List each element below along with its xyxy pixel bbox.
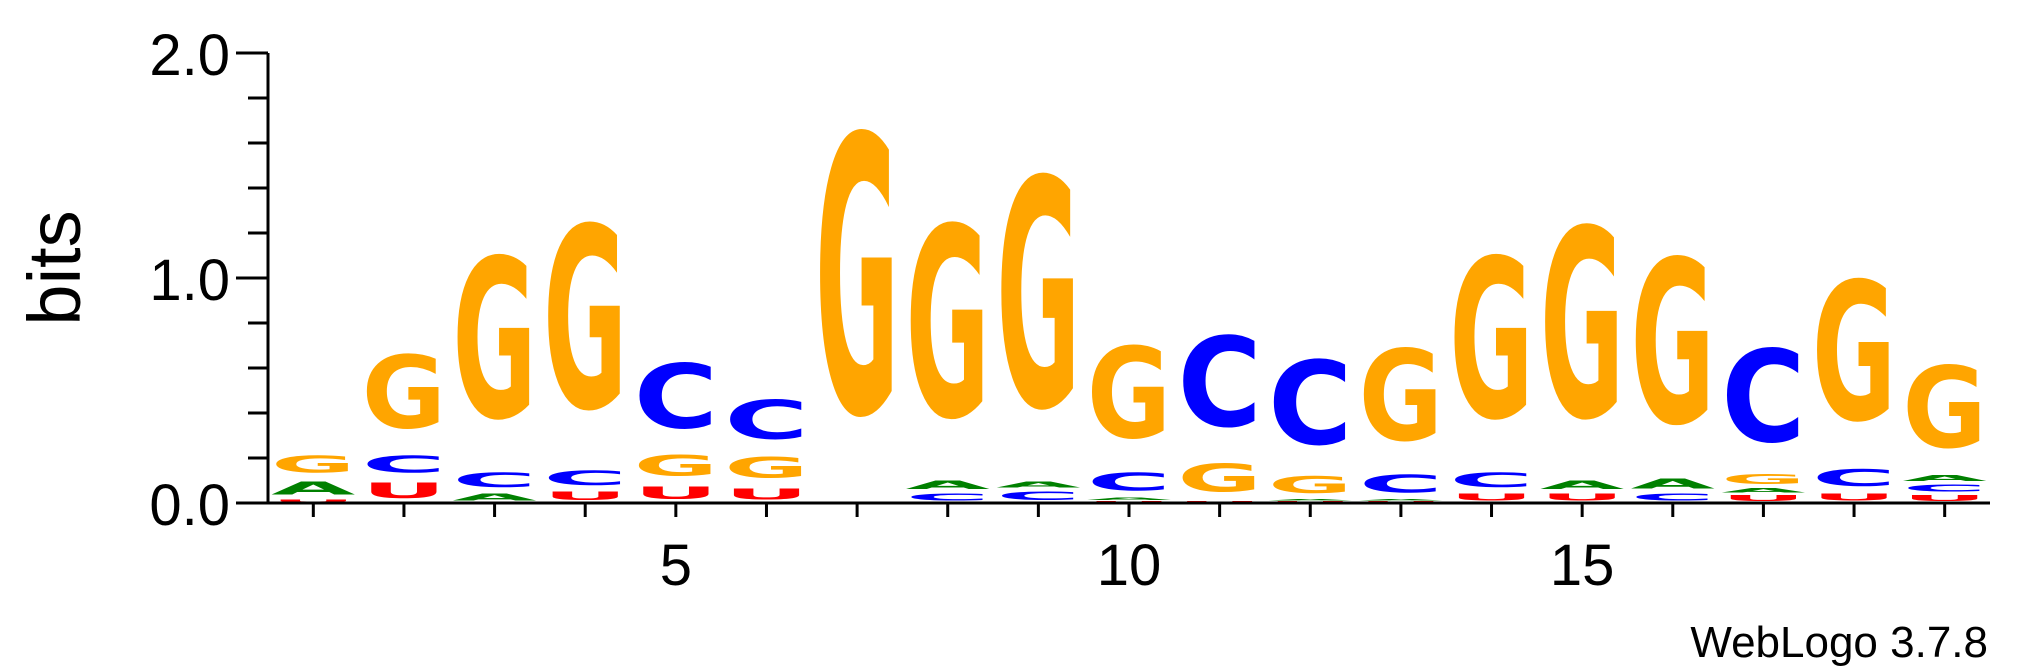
x-tick-label: 10 (1097, 533, 1162, 598)
logo-letter-U: U (1721, 494, 1805, 503)
logo-letter-U: U (271, 499, 355, 503)
logo-letter-G: G (452, 214, 536, 469)
logo-letter-C: C (724, 389, 808, 451)
logo-letter-G: G (1177, 456, 1261, 501)
logo-letter-C: C (996, 490, 1080, 503)
logo-letter-U: U (1903, 494, 1987, 503)
logo-column-16: CAG (1631, 215, 1715, 503)
weblogo-credit: WebLogo 3.7.8 (1690, 618, 1988, 667)
logo-letter-A: A (906, 478, 990, 491)
logo-column-10: UACG (1087, 321, 1172, 503)
logo-letter-A: A (996, 481, 1081, 490)
logo-column-9: CAG (996, 116, 1081, 503)
logo-letter-C: C (362, 451, 446, 478)
logo-letter-A: A (1268, 499, 1353, 501)
logo-letter-G: G (996, 116, 1080, 480)
logo-letter-C: C (1449, 470, 1533, 492)
logo-letter-G: G (1812, 244, 1896, 466)
logo-letter-U: U (543, 490, 627, 503)
logo-letter-C: C (634, 347, 718, 450)
logo-letter-C: C (1631, 492, 1715, 503)
logo-column-2: UCG (362, 334, 446, 503)
logo-letter-G: G (271, 451, 355, 478)
logo-letter-A: A (271, 479, 355, 499)
logo-column-4: UCG (543, 177, 627, 503)
logo-column-11: UGC (1177, 314, 1261, 504)
logo-letter-C: C (1721, 324, 1805, 472)
logo-letter-G: G (1449, 214, 1533, 469)
logo-letter-A: A (1631, 476, 1715, 492)
logo-column-15: UAG (1540, 175, 1624, 503)
y-tick-label: 2.0 (149, 23, 230, 88)
logo-column-6: UGC (724, 389, 808, 503)
logo-column-7: G (815, 58, 899, 502)
logo-letter-G: G (1903, 345, 1987, 474)
logo-column-5: UGC (634, 347, 718, 503)
x-tick-label: 15 (1550, 533, 1615, 598)
logo-letter-C: C (543, 467, 627, 489)
logo-column-14: UCG (1449, 214, 1533, 503)
logo-letter-A: A (1903, 474, 1988, 483)
logo-column-3: ACG (452, 214, 537, 503)
logo-column-8: CAG (906, 173, 990, 503)
logo-letter-C: C (1903, 483, 1987, 494)
logo-letter-U: U (724, 485, 808, 503)
y-tick-label: 1.0 (149, 248, 230, 313)
x-tick-label: 5 (660, 533, 692, 598)
logo-letter-G: G (815, 58, 899, 502)
logo-column-13: UACG (1359, 323, 1444, 503)
y-axis-ticks: 0.0 1.0 2.0 (149, 23, 268, 538)
logo-letter-G: G (634, 449, 718, 483)
logo-letter-G: G (362, 334, 446, 450)
y-tick-label: 0.0 (149, 473, 230, 538)
logo-letter-U: U (1449, 492, 1533, 503)
logo-letter-G: G (1359, 323, 1443, 468)
logo-letter-G: G (1631, 215, 1715, 476)
logo-letter-U: U (362, 478, 446, 503)
logo-letter-C: C (1812, 465, 1896, 492)
logo-letter-C: C (906, 492, 990, 503)
logo-letter-A: A (1359, 499, 1444, 501)
logo-column-18: UCG (1812, 244, 1896, 503)
logo-letter-G: G (1087, 321, 1171, 466)
logo-stacks: UAGUCGACGUCGUGCUGCGCAGCAGUACGUGCUAGCUACG… (271, 58, 1987, 503)
logo-letter-G: G (1268, 472, 1352, 499)
logo-letter-A: A (1540, 478, 1624, 491)
logo-letter-C: C (1359, 469, 1443, 498)
logo-letter-A: A (452, 492, 537, 503)
logo-letter-U: U (634, 483, 718, 503)
logo-letter-G: G (1540, 175, 1624, 477)
logo-letter-G: G (724, 451, 808, 485)
logo-letter-C: C (1177, 314, 1261, 457)
logo-letter-G: G (906, 173, 990, 477)
logo-letter-A: A (1721, 487, 1806, 494)
logo-letter-G: G (1721, 472, 1805, 488)
logo-column-1: UAG (271, 451, 355, 503)
logo-letter-C: C (1087, 467, 1171, 496)
logo-letter-C: C (452, 470, 536, 492)
logo-letter-U: U (1540, 492, 1624, 503)
logo-letter-C: C (1268, 338, 1352, 472)
y-axis-label: bits (13, 210, 96, 325)
logo-letter-G: G (543, 177, 627, 467)
x-axis-ticks: 5 10 15 (311, 503, 1947, 598)
logo-letter-A: A (1087, 496, 1172, 500)
logo-letter-U: U (1812, 492, 1896, 503)
